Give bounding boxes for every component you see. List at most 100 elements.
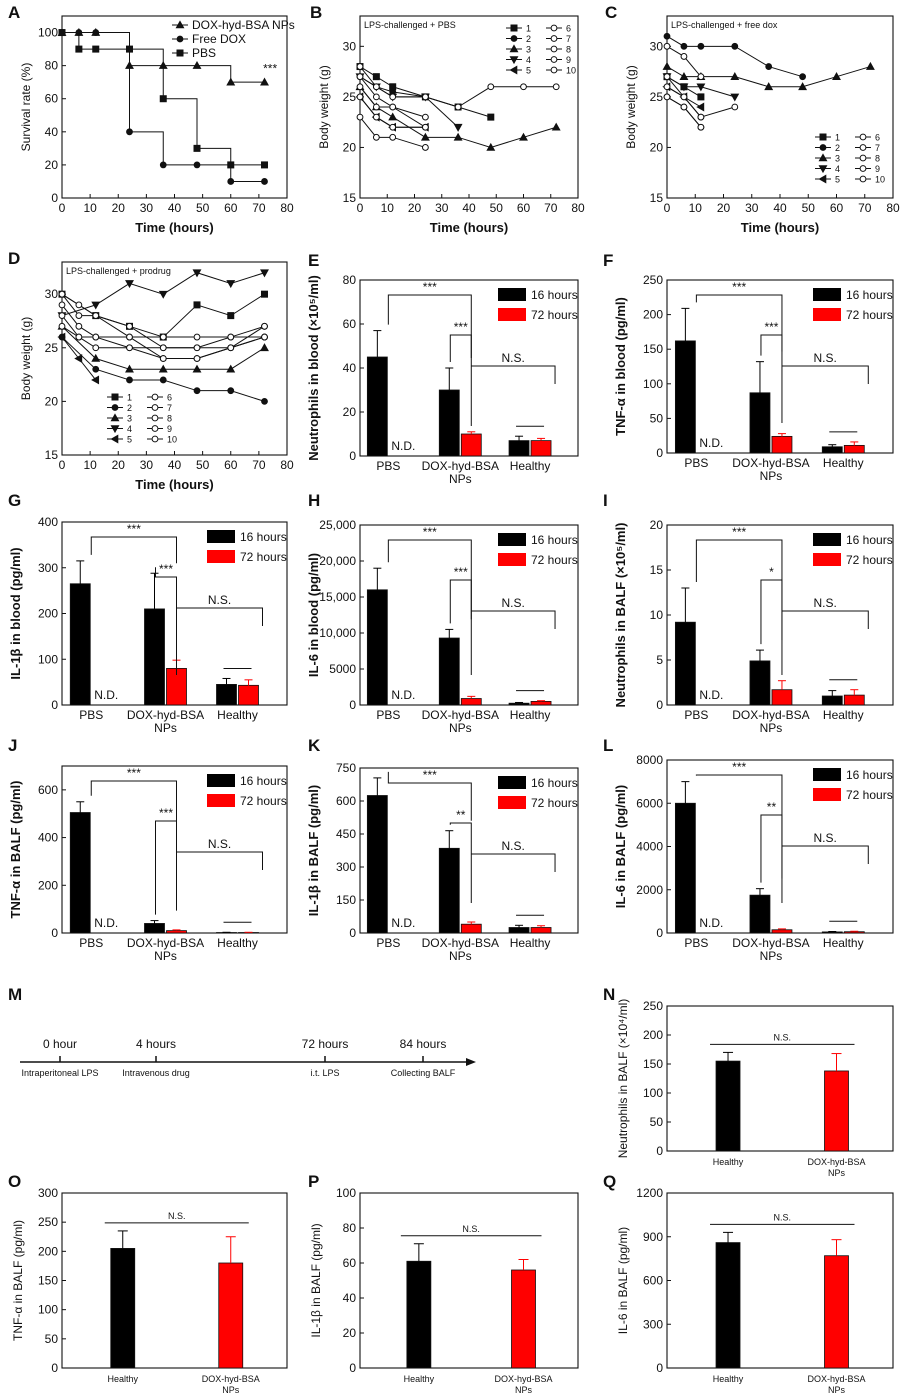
data-point [175,20,185,29]
data-point [92,29,100,36]
legend-swatch [498,288,526,301]
y-axis-title: Neutrophils in blood (×10⁵/ml) [306,275,321,461]
bar-16-hours [366,589,388,706]
x-tick-label: 70 [544,201,558,215]
legend: 16 hours 72 hours [813,533,893,567]
plot-frame [359,524,579,706]
x-category-label: Healthy [713,1157,744,1167]
panel-m-timeline: 0 hour Intraperitoneal LPS 4 hours Intraven… [20,1037,476,1078]
y-tick-label: 0 [656,926,663,940]
x-category-label-line: Healthy [107,1374,138,1384]
series-line [359,76,426,128]
data-point [58,312,66,320]
y-tick-label: 10,000 [319,626,356,640]
bar-16-hours [508,702,530,706]
data-point [75,301,83,309]
data-point [91,353,101,362]
panel-label-f: F [603,251,613,270]
data-point [227,312,235,320]
series-3 [662,61,875,91]
bar-16-hours [69,812,91,934]
x-category-label-line: Healthy [823,456,864,470]
legend-label: 6 [875,133,880,143]
data-point [125,280,134,289]
data-point [697,93,705,101]
y-tick-label: 300 [38,561,58,575]
data-point [389,103,397,111]
legend-label: PBS [192,46,216,60]
x-category-label: DOX-hyd-BSA NPs [807,1157,865,1178]
y-tick-label: 15 [343,191,357,205]
x-tick-label: 0 [357,201,364,215]
bar-16-hours [438,389,460,457]
data-point [859,133,867,141]
data-point [550,35,558,42]
y-axis-title: Neutrophils in BALF (×10⁵/ml) [613,523,628,708]
x-category-label: PBS [376,708,400,722]
data-point [91,301,101,310]
y-tick-label: 100 [38,26,58,40]
x-tick-label: 80 [280,201,294,215]
y-tick-label: 100 [38,1303,58,1317]
panel-label-m: M [8,985,22,1004]
series-line [359,96,426,128]
y-axis-title: IL-1β in BALF (pg/ml) [309,1223,323,1337]
bar [511,1269,536,1369]
legend-label: DOX-hyd-BSA NPs [192,18,295,32]
x-category-label: DOX-hyd-BSA NPs [422,936,499,963]
plot-frame [359,279,579,457]
data-point [730,93,740,102]
data-point [731,42,739,50]
data-point [859,165,867,172]
significance-label: N.S. [813,596,836,610]
legend-label: 4 [526,55,531,65]
significance-label: N.S. [208,593,231,607]
series-2 [663,32,806,81]
y-tick-label: 5000 [329,662,356,676]
y-axis-title: IL-6 in blood (pg/ml) [306,553,321,677]
y-tick-label: 100 [643,1086,663,1100]
significance-label: N.S. [168,1211,186,1221]
legend-label: 10 [167,435,177,445]
bracket-line [387,294,472,358]
y-tick-label: 250 [38,1215,58,1229]
data-point [697,123,705,131]
significance-label: N.S. [462,1224,480,1234]
bar-72-hours [530,440,552,457]
data-point [819,144,827,151]
y-tick-label: 30 [650,39,664,53]
legend: 16 hours 72 hours [207,774,287,808]
x-category-label-line: PBS [376,708,400,722]
significance-label: N.S. [208,837,231,851]
y-tick-label: 25 [343,90,357,104]
y-axis-title: IL-1β in BALF (pg/ml) [306,785,321,916]
x-category-label: Healthy [823,936,864,950]
data-point [159,161,167,169]
nd-label: N.D. [391,688,415,702]
y-tick-label: 50 [650,411,664,425]
legend-swatch [498,776,526,789]
data-point [510,24,518,32]
data-point [227,344,235,352]
x-category-label-line: PBS [684,936,708,950]
y-tick-label: 400 [38,515,58,529]
x-category-label-line: NPs [760,721,783,735]
data-point [260,77,269,86]
x-axis-title: Time (hours) [430,220,509,235]
panel-label-e: E [308,251,319,270]
x-category-label-line: DOX-hyd-BSA [732,936,809,950]
y-tick-label: 100 [38,652,58,666]
x-category-label: Healthy [404,1374,435,1384]
data-point [679,72,689,80]
data-point [261,161,268,169]
y-axis-title: Neutrophils in BALF (×10⁴/ml) [616,999,630,1159]
x-category-label-line: PBS [684,456,708,470]
x-category-label-line: DOX-hyd-BSA [807,1374,865,1384]
series-line [61,304,265,349]
timeline-time: 84 hours [400,1037,447,1051]
data-point [372,93,380,101]
y-tick-label: 50 [650,1115,664,1129]
legend-label: 16 hours [240,530,287,544]
legend-label: 4 [127,424,132,434]
x-category-label: DOX-hyd-BSA NPs [732,936,809,963]
